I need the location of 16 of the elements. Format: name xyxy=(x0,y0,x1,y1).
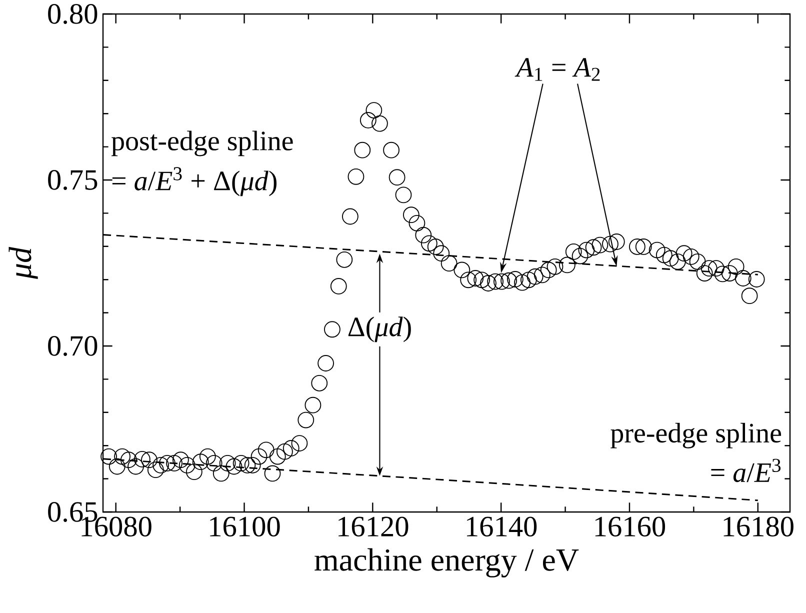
x-tick-label: 16160 xyxy=(595,516,666,536)
annotation: post-edge spline xyxy=(111,130,293,156)
x-tick-label: 16100 xyxy=(210,516,280,536)
x-tick-label: 16140 xyxy=(466,516,537,536)
annotation: Δ(μd) xyxy=(348,316,411,342)
y-tick-label: 0.80 xyxy=(48,4,98,24)
annotation: = a/E$^{3}$ + Δ(μd) xyxy=(112,167,276,196)
annotation: A$_{1}$ = A$_{2}$ xyxy=(514,58,600,81)
annotation: pre-edge spline xyxy=(610,422,782,448)
y-axis-title: μd xyxy=(8,246,38,280)
annotation: = a/E$^{3}$ xyxy=(711,458,781,482)
x-tick-label: 16180 xyxy=(724,516,794,536)
y-tick-label: 0.75 xyxy=(48,170,98,190)
y-tick-label: 0.70 xyxy=(48,336,98,356)
x-tick-label: 16120 xyxy=(338,516,408,536)
x-axis-title: machine energy / eV xyxy=(314,548,579,578)
